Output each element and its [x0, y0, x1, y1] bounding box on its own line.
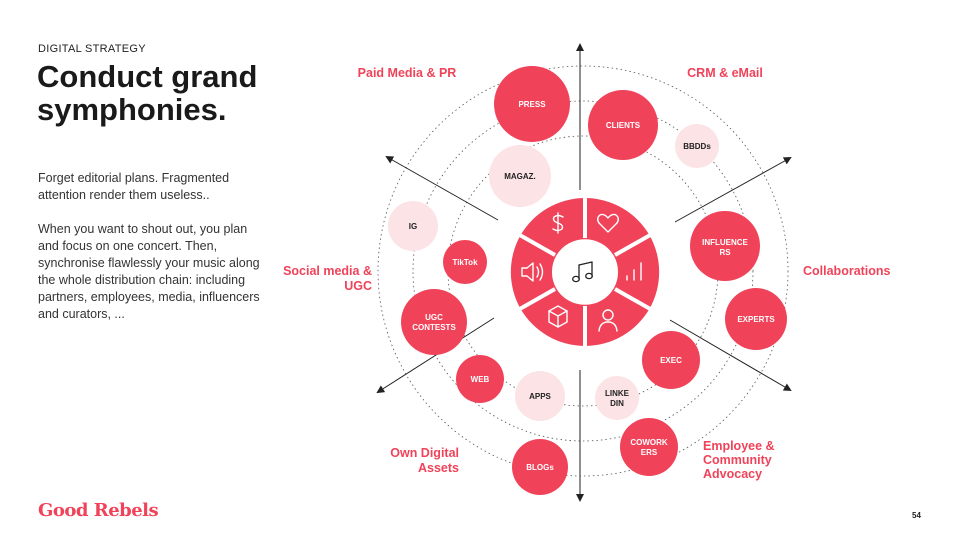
- axis-arrow-upper-right: [674, 157, 792, 223]
- hub-sector-bottom-left: [520, 288, 585, 346]
- page-title: Conduct grand symphonies.: [37, 59, 258, 127]
- quadrant-label-employee-3: Advocacy: [703, 467, 762, 481]
- bubble-ig: IG: [388, 201, 438, 251]
- user-icon: [598, 309, 618, 332]
- hub-separator: [517, 287, 556, 312]
- bubble-label-tiktok: TikTok: [452, 258, 478, 267]
- bubble-bbdds: BBDDs: [675, 124, 719, 168]
- intro-paragraph: Forget editorial plans. Fragmented atten…: [38, 171, 230, 202]
- hub-separator: [614, 232, 653, 257]
- bubble-apps: APPS: [515, 371, 565, 421]
- quadrant-label-collaborations: Collaborations: [803, 264, 891, 278]
- bubble-experts: EXPERTS: [725, 288, 787, 350]
- page-number: 54: [912, 511, 921, 520]
- bubble-label-web: WEB: [471, 375, 490, 384]
- hub-separator: [517, 232, 556, 257]
- bubble-label-coworkers-2: ERS: [641, 448, 658, 457]
- bubble-clients: CLIENTS: [588, 90, 658, 160]
- bubble-label-linkedin-1: LINKE: [605, 389, 630, 398]
- quadrant-label-paid-media: Paid Media & PR: [358, 66, 457, 80]
- bubble-tiktok: TikTok: [443, 240, 487, 284]
- bubble-coworkers: COWORK ERS: [620, 418, 678, 476]
- eyebrow: DIGITAL STRATEGY: [38, 43, 146, 55]
- hub-separator: [614, 287, 653, 312]
- quadrant-label-social-2: UGC: [344, 279, 372, 293]
- bubble-linkedin: LINKE DIN: [595, 376, 639, 420]
- quadrant-label-employee-2: Community: [703, 453, 772, 467]
- bubble-label-experts: EXPERTS: [737, 315, 775, 324]
- bubble-label-influencers-2: RS: [719, 248, 731, 257]
- bubble-label-coworkers-1: COWORK: [630, 438, 668, 447]
- quadrant-labels: Paid Media & PR CRM & eMail Social media…: [283, 66, 890, 481]
- cube-icon: [548, 305, 568, 328]
- bubble-label-clients: CLIENTS: [606, 121, 641, 130]
- body-paragraph: When you want to shout out, you plan and…: [38, 222, 260, 321]
- bubble-exec: EXEC: [642, 331, 700, 389]
- bubble-label-ugc-2: CONTESTS: [412, 323, 456, 332]
- bubble-magaz: MAGAZ.: [489, 145, 551, 207]
- bubble-press: PRESS: [494, 66, 570, 142]
- orbit-ring-middle: [412, 100, 754, 442]
- bubble-label-linkedin-2: DIN: [610, 399, 624, 408]
- speaker-icon: [521, 262, 544, 282]
- bubble-blogs: BLOGs: [512, 439, 568, 495]
- bubble-label-magaz: MAGAZ.: [504, 172, 536, 181]
- bubble-influencers: INFLUENCE RS: [690, 211, 760, 281]
- bubble-label-ig: IG: [409, 222, 417, 231]
- bubble-web: WEB: [456, 355, 504, 403]
- dollar-icon: [552, 212, 564, 234]
- bubble-label-exec: EXEC: [660, 356, 682, 365]
- music-note-icon: [572, 261, 593, 283]
- axis-arrow-upper-left: [385, 156, 499, 221]
- bubble-label-bbdds: BBDDs: [683, 142, 711, 151]
- bubble-label-ugc-1: UGC: [425, 313, 443, 322]
- brand-logo: Good Rebels: [38, 500, 159, 521]
- bar-chart-icon: [626, 262, 642, 281]
- hub-sector-top-right: [585, 198, 650, 256]
- quadrant-label-crm: CRM & eMail: [687, 66, 763, 80]
- quadrant-label-social-1: Social media &: [283, 264, 372, 278]
- orbit-ring-outer: [377, 65, 789, 477]
- bubbles: PRESS CLIENTS BBDDs MAGAZ. IG TikTok INF…: [388, 66, 787, 495]
- bubble-label-apps: APPS: [529, 392, 551, 401]
- bubble-label-press: PRESS: [518, 100, 546, 109]
- hub-separators: [517, 195, 653, 349]
- bubble-ugc-contests: UGC CONTESTS: [401, 289, 467, 355]
- heart-icon: [597, 213, 619, 233]
- quadrant-label-owned-1: Own Digital: [390, 446, 459, 460]
- hub-sector-right: [613, 235, 660, 309]
- quadrant-label-employee-1: Employee &: [703, 439, 775, 453]
- quadrant-label-owned-2: Assets: [418, 461, 459, 475]
- axis-arrow-lower-right: [669, 319, 792, 392]
- hub-sector-top-left: [520, 198, 585, 256]
- hub-sector-bottom-right: [585, 288, 650, 346]
- axis-arrow-lower-left: [376, 317, 495, 394]
- bubble-label-blogs: BLOGs: [526, 463, 554, 472]
- axis-arrows: [376, 43, 792, 502]
- bubble-label-influencers-1: INFLUENCE: [702, 238, 748, 247]
